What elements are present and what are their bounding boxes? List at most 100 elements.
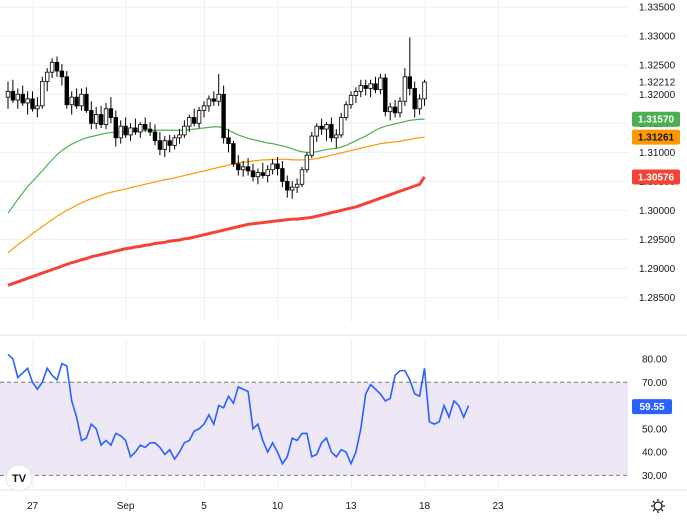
candle-body — [353, 90, 359, 96]
candle-body — [54, 61, 60, 72]
date-tick-label: 18 — [419, 501, 431, 512]
price-tick-label: 1.33000 — [639, 32, 676, 43]
date-tick-label: 10 — [272, 501, 284, 512]
candle-body — [89, 110, 94, 124]
candle-body — [157, 140, 163, 150]
date-tick-label: 5 — [201, 501, 207, 512]
price-tick-label: 1.31000 — [639, 148, 676, 159]
moving-average-line — [7, 118, 425, 214]
candle-body — [64, 76, 69, 106]
price-tick-label: 1.29000 — [639, 264, 676, 275]
date-tick-label: 23 — [492, 501, 504, 512]
candle-body — [255, 172, 261, 178]
price-tick-label: 1.32500 — [639, 61, 676, 72]
candle-body — [103, 108, 109, 125]
price-tick-label: 1.33500 — [639, 3, 676, 14]
candle-body — [260, 172, 265, 176]
rsi-tick-label: 50.00 — [642, 424, 667, 435]
candle-body — [59, 70, 65, 78]
candle-body — [412, 88, 417, 110]
candle-body — [314, 125, 319, 137]
candle-body — [15, 93, 20, 101]
candle-body — [45, 71, 50, 82]
candle-body — [94, 114, 99, 124]
candle-body — [334, 134, 339, 139]
price-pane: 1.335001.330001.325001.320001.315001.310… — [0, 0, 687, 336]
candle-body — [206, 98, 212, 107]
candle-body — [5, 90, 11, 98]
price-tick-label: 1.30000 — [639, 206, 676, 217]
candle-body — [329, 124, 334, 139]
candle-body — [226, 137, 231, 145]
candle-body — [10, 90, 16, 101]
logo-badge — [5, 464, 33, 492]
candle-body — [338, 117, 344, 136]
ma-value-tag — [632, 129, 680, 145]
candle-body — [368, 83, 373, 89]
ma-value-tag-text: 1.30576 — [638, 172, 675, 183]
candle-body — [270, 163, 275, 171]
candle-body — [49, 61, 55, 73]
candle-body — [422, 81, 427, 100]
candle-body — [142, 124, 148, 130]
candle-body — [167, 140, 172, 146]
candle-body — [30, 98, 35, 110]
candle-body — [294, 183, 300, 188]
candle-body — [236, 163, 241, 171]
candle-body — [108, 108, 114, 118]
ma-value-tag-text: 1.31570 — [638, 115, 675, 126]
candle-body — [113, 117, 118, 139]
candle-body — [373, 83, 378, 91]
candle-body — [216, 93, 221, 102]
candle-body — [147, 128, 153, 133]
candle-body — [211, 98, 216, 102]
candle-body — [138, 124, 143, 133]
candle-body — [69, 96, 74, 106]
candle-body — [343, 104, 349, 118]
rsi-tick-label: 70.00 — [642, 378, 667, 389]
candle-body — [177, 134, 182, 139]
candle-body — [35, 105, 40, 110]
candle-body — [152, 131, 158, 142]
rsi-line — [7, 353, 470, 466]
candle-body — [162, 140, 167, 150]
rsi-value-tag — [632, 399, 672, 415]
logo-text: TV — [12, 473, 27, 485]
price-tick-label: 1.32000 — [639, 90, 676, 101]
moving-average-line — [7, 176, 426, 287]
candle-body — [98, 114, 104, 125]
candle-body — [74, 96, 79, 107]
candle-body — [196, 110, 202, 124]
candle-body — [358, 85, 363, 92]
candle-body — [319, 125, 324, 130]
candle-body — [20, 93, 25, 104]
candle-body — [133, 127, 138, 133]
candle-body — [240, 166, 246, 171]
candle-body — [363, 85, 368, 89]
ma-value-tag-text: 1.31261 — [638, 133, 675, 144]
candle-body — [123, 125, 128, 136]
rsi-tick-label: 30.00 — [642, 471, 667, 482]
rsi-band — [0, 382, 628, 476]
price-tick-label: 1.29500 — [639, 235, 676, 246]
last-price-label: 1.32212 — [639, 77, 676, 88]
candle-body — [84, 93, 89, 111]
candle-body — [378, 77, 383, 91]
candle-body — [182, 125, 187, 136]
candle-body — [289, 186, 295, 191]
candle-body — [348, 95, 354, 106]
rsi-tick-label: 80.00 — [642, 354, 667, 365]
ma-value-tag — [632, 111, 680, 127]
candle-body — [187, 117, 192, 127]
candle-body — [417, 98, 422, 110]
candle-body — [309, 135, 314, 156]
candle-body — [304, 154, 310, 171]
date-tick-label: 27 — [27, 501, 39, 512]
candle-body — [172, 137, 177, 146]
tradingview-logo[interactable]: TV — [5, 464, 33, 492]
price-tick-label: 1.28500 — [639, 293, 676, 304]
candle-body — [397, 100, 403, 114]
gear-icon[interactable] — [651, 499, 665, 513]
ma-value-tag — [632, 169, 680, 185]
